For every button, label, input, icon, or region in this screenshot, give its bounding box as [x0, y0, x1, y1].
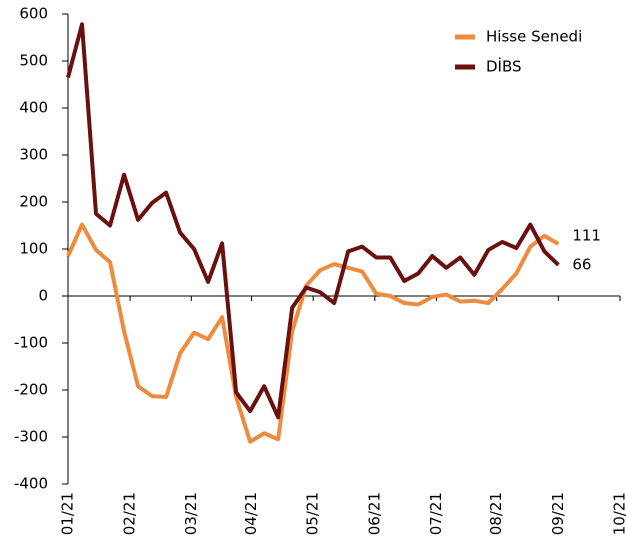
y-tick-label: 200 [19, 193, 48, 211]
legend-label: DİBS [486, 57, 522, 76]
y-tick-label: 100 [19, 240, 48, 258]
end-label: 66 [572, 255, 591, 273]
x-tick-label: 08/21 [487, 492, 505, 535]
x-tick-label: 06/21 [365, 492, 383, 535]
x-tick-label: 02/21 [121, 492, 139, 535]
y-tick-label: -200 [14, 381, 48, 399]
y-tick-label: 300 [19, 146, 48, 164]
x-tick-label: 04/21 [242, 492, 260, 535]
y-tick-label: -300 [14, 428, 48, 446]
x-tick-label: 09/21 [549, 492, 567, 535]
x-tick-label: 01/21 [59, 492, 77, 535]
y-tick-label: -400 [14, 475, 48, 493]
x-tick-label: 07/21 [427, 492, 445, 535]
end-label: 111 [572, 226, 601, 244]
y-tick-label: -100 [14, 334, 48, 352]
y-tick-label: 600 [19, 5, 48, 23]
y-tick-label: 500 [19, 52, 48, 70]
x-tick-label: 03/21 [182, 492, 200, 535]
y-tick-label: 0 [38, 287, 48, 305]
x-tick-label: 10/21 [611, 492, 626, 535]
legend-label: Hisse Senedi [486, 28, 582, 46]
series-line [66, 222, 560, 444]
x-tick-label: 05/21 [304, 492, 322, 535]
series-line [66, 22, 560, 420]
y-tick-label: 400 [19, 99, 48, 117]
